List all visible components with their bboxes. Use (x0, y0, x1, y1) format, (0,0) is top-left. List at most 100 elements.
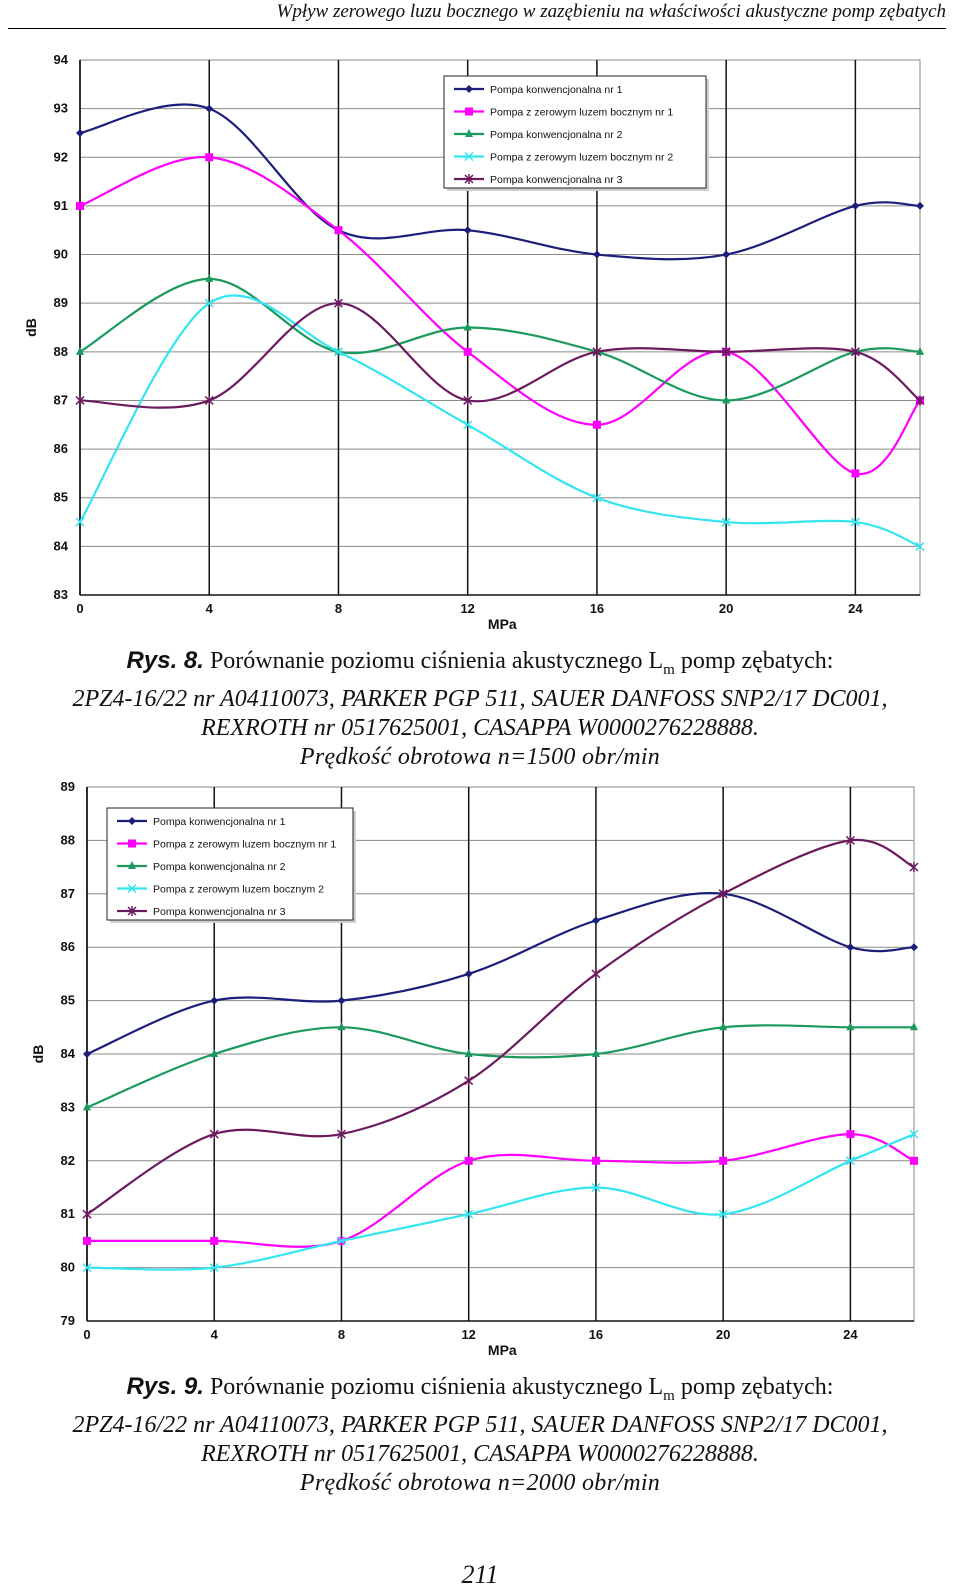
fig9-legend-marker-3 (128, 861, 136, 869)
fig9-series-2-point (83, 1236, 91, 1245)
fig8-legend-marker-2 (465, 107, 473, 116)
fig9-series-5-point (336, 1129, 346, 1140)
fig8-y-tick-label: 93 (54, 101, 68, 116)
fig9-series-4-point (845, 1156, 855, 1166)
fig8-series-1-point (205, 104, 214, 113)
fig8-series-5-point (204, 395, 214, 406)
fig8-series-3-point (722, 395, 731, 404)
fig8-y-tick-label: 85 (54, 490, 68, 505)
fig8-legend-label-1: Pompa konwencjonalna nr 1 (490, 84, 623, 96)
fig9-legend-marker-4 (127, 883, 137, 894)
fig9-series-1-point (846, 943, 855, 952)
fig9-y-tick-label: 83 (61, 1099, 75, 1114)
fig9-x-tick-label: 4 (211, 1327, 219, 1342)
fig8-y-tick-label: 92 (54, 149, 68, 164)
fig9-series-4-point (909, 1129, 919, 1139)
fig8-series-1-point (916, 201, 924, 210)
figure-9-label: Rys. 9. (126, 1373, 204, 1400)
fig8-series-2-point (205, 153, 214, 162)
fig9-legend-label-2: Pompa z zerowym luzem bocznym nr 1 (153, 839, 336, 851)
fig8-series-5-point (463, 395, 473, 406)
fig9-series-5-point (909, 862, 919, 873)
figure-9-caption-line3: REXROTH nr 0517625001, CASAPPA W00002762… (201, 1440, 759, 1467)
fig8-series-2-point (463, 347, 472, 356)
fig8-y-axis-label: dB (23, 318, 39, 337)
fig8-y-tick-label: 89 (54, 295, 68, 310)
figure-9-caption-line1: Rys. 9. Porównanie poziomu ciśnienia aku… (20, 1372, 940, 1411)
fig8-legend (443, 75, 707, 189)
fig8-series-3-line (79, 277, 921, 402)
fig9-series-2-point (464, 1156, 473, 1165)
fig9-series-4-point (209, 1263, 219, 1273)
fig8-series-4-point (463, 420, 473, 430)
fig8-legend-marker-4 (464, 151, 474, 162)
fig8-series-2-point (851, 469, 860, 478)
fig8-y-tick-label: 87 (54, 392, 68, 407)
fig8-y-tick-label: 86 (54, 441, 68, 456)
fig9-y-axis-label: dB (30, 1045, 46, 1064)
page-number: 211 (461, 1560, 499, 1589)
fig8-x-tick-label: 24 (848, 601, 863, 616)
fig9-series-4-point (82, 1263, 92, 1273)
fig9-series-5-point (718, 888, 728, 899)
fig9-series-3-point (591, 1049, 600, 1057)
fig8-series-5-point (721, 346, 731, 357)
fig8-y-tick-label: 90 (54, 247, 68, 262)
fig8-y-tick-label: 84 (54, 538, 69, 553)
fig9-legend-label-5: Pompa konwencjonalna nr 3 (153, 906, 286, 918)
fig9-series-3-line (86, 1024, 914, 1109)
fig9-series-1-point (910, 943, 918, 952)
fig9-legend-marker-1 (128, 817, 136, 825)
fig8-series-1-point (851, 201, 860, 210)
fig8-series-5-markers (75, 298, 925, 406)
figure-8-caption-line2: 2PZ4-16/22 nr A04110073, PARKER PGP 511,… (72, 685, 888, 712)
fig9-x-axis-label: MPa (488, 1342, 517, 1358)
fig8-series-5-line (79, 302, 921, 409)
fig9-legend-marker-5 (127, 906, 137, 916)
fig9-series-4-markers (82, 1129, 919, 1273)
figure-8-label: Rys. 8. (126, 647, 204, 674)
fig8-series-4-point (204, 298, 214, 308)
figure-9-caption-text-end: pomp zębatych: (680, 1374, 834, 1400)
figure-9-caption: Rys. 9. Porównanie poziomu ciśnienia aku… (20, 1372, 940, 1498)
fig8-y-tick-label: 83 (54, 587, 68, 602)
fig9-x-tick-label: 8 (338, 1327, 345, 1342)
fig9-series-5-point (82, 1209, 92, 1220)
fig9-series-5-line (86, 838, 915, 1216)
figure-8-caption-line1: Rys. 8. Porównanie poziomu ciśnienia aku… (20, 646, 940, 685)
fig8-series-3-point (76, 346, 84, 355)
fig8-x-tick-label: 4 (206, 601, 214, 616)
fig8-series-5-point (333, 298, 343, 309)
fig9-legend-label-4: Pompa z zerowym luzem bocznym 2 (153, 884, 324, 896)
running-title: Wpływ zerowego luzu bocznego w zazębieni… (276, 1, 946, 22)
fig8-series-2-point (76, 201, 84, 210)
fig8-series-2-line (79, 156, 921, 476)
fig9-y-tick-label: 84 (61, 1046, 76, 1061)
fig9-x-tick-label: 0 (83, 1327, 90, 1342)
fig9-series-3-point (910, 1022, 918, 1031)
fig9-series-3-point (719, 1022, 728, 1031)
fig8-series-5-point (850, 346, 860, 357)
fig8-x-axis-label: MPa (488, 616, 517, 632)
fig9-series-4-point (464, 1209, 474, 1219)
fig8-legend-label-2: Pompa z zerowym luzem bocznym nr 1 (490, 107, 673, 119)
figure-9-chart-svg: 79 80 81 82 83 84 85 86 87 88 89 0 4 8 12 16 20 24 MPa dB Po… (30, 779, 919, 1358)
figure-8-chart: 83 84 85 86 87 88 89 90 91 92 93 94 0 4 8 12 16 20 24 MPa dB… (12, 40, 952, 640)
fig9-series-1-point (83, 1050, 91, 1058)
fig9-series-4-point (591, 1182, 601, 1193)
fig8-series-2-point (334, 226, 343, 235)
fig9-legend-label-3: Pompa konwencjonalna nr 2 (153, 861, 286, 873)
fig9-x-tick-label: 16 (589, 1327, 603, 1342)
fig8-y-tick-label: 91 (54, 198, 68, 213)
fig9-series-3-point (83, 1102, 91, 1111)
fig9-series-1-point (210, 996, 219, 1005)
fig9-y-tick-label: 80 (61, 1260, 75, 1275)
fig9-series-2-point (910, 1156, 918, 1165)
fig8-x-tick-label: 12 (460, 601, 474, 616)
fig9-series-5-point (464, 1075, 474, 1086)
fig8-legend-label-5: Pompa konwencjonalna nr 3 (490, 174, 623, 186)
fig8-x-tick-label: 20 (719, 601, 733, 616)
fig9-x-tick-label: 24 (843, 1327, 858, 1342)
figure-8-caption: Rys. 8. Porównanie poziomu ciśnienia aku… (20, 646, 940, 772)
fig8-series-2-point (592, 420, 601, 429)
